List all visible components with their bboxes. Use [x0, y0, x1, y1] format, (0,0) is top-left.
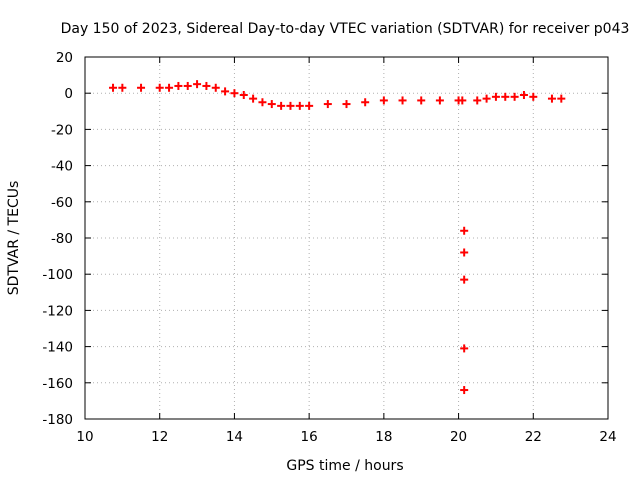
- data-point: [557, 94, 566, 103]
- data-point: [277, 101, 286, 110]
- data-point: [529, 92, 538, 101]
- data-point: [379, 96, 388, 105]
- x-tick-label: 10: [76, 429, 93, 445]
- data-point: [230, 89, 239, 98]
- data-point: [458, 96, 467, 105]
- data-point: [473, 96, 482, 105]
- y-tick-label: -100: [42, 267, 73, 283]
- data-point: [109, 83, 118, 92]
- data-point: [118, 83, 127, 92]
- data-point: [221, 87, 230, 96]
- data-point: [137, 83, 146, 92]
- data-point: [286, 101, 295, 110]
- data-point: [211, 83, 220, 92]
- data-point: [305, 101, 314, 110]
- y-tick-label: -80: [51, 231, 73, 247]
- axis-ticks: [84, 56, 609, 420]
- x-tick-label: 24: [599, 429, 616, 445]
- data-point: [342, 100, 351, 109]
- y-tick-label: -40: [51, 159, 73, 175]
- data-point: [361, 98, 370, 107]
- data-point: [547, 94, 556, 103]
- data-point: [323, 100, 332, 109]
- x-tick-label: 16: [301, 429, 318, 445]
- x-tick-label: 22: [525, 429, 542, 445]
- x-tick-label: 18: [375, 429, 392, 445]
- y-tick-label: 0: [64, 86, 73, 102]
- y-tick-label: 20: [56, 50, 73, 66]
- data-point: [460, 275, 469, 284]
- x-tick-label: 14: [226, 429, 243, 445]
- data-point: [155, 83, 164, 92]
- x-axis-label: GPS time / hours: [286, 458, 403, 474]
- y-tick-label: -140: [42, 340, 73, 356]
- y-tick-label: -160: [42, 376, 73, 392]
- y-tick-label: -120: [42, 303, 73, 319]
- y-tick-label: -60: [51, 195, 73, 211]
- data-point: [519, 91, 528, 100]
- x-tick-label: 20: [450, 429, 467, 445]
- data-point: [295, 101, 304, 110]
- data-point: [435, 96, 444, 105]
- data-point: [202, 81, 211, 90]
- data-point: [183, 81, 192, 90]
- data-point: [491, 92, 500, 101]
- y-tick-label: -180: [42, 412, 73, 428]
- data-point: [258, 98, 267, 107]
- y-tick-label: -20: [51, 122, 73, 138]
- data-point: [249, 94, 258, 103]
- x-tick-label: 12: [151, 429, 168, 445]
- data-point: [510, 92, 519, 101]
- data-points: [109, 80, 566, 395]
- data-point: [460, 344, 469, 353]
- y-axis-label: SDTVAR / TECUs: [6, 181, 22, 296]
- grid-lines: [85, 57, 608, 419]
- data-point: [482, 94, 491, 103]
- data-point: [460, 226, 469, 235]
- data-point: [398, 96, 407, 105]
- data-point: [501, 92, 510, 101]
- data-point: [174, 81, 183, 90]
- data-point: [165, 83, 174, 92]
- data-point: [417, 96, 426, 105]
- data-point: [460, 386, 469, 395]
- data-point: [193, 80, 202, 89]
- tick-labels: 10 12 14 16 18 20 22 24 20 0 -20 -40 -60 -80 -100 -120 -…: [42, 50, 616, 445]
- data-point: [239, 91, 248, 100]
- data-point: [460, 248, 469, 257]
- data-point: [267, 100, 276, 109]
- chart-title: Day 150 of 2023, Sidereal Day-to-day VTE…: [61, 21, 630, 37]
